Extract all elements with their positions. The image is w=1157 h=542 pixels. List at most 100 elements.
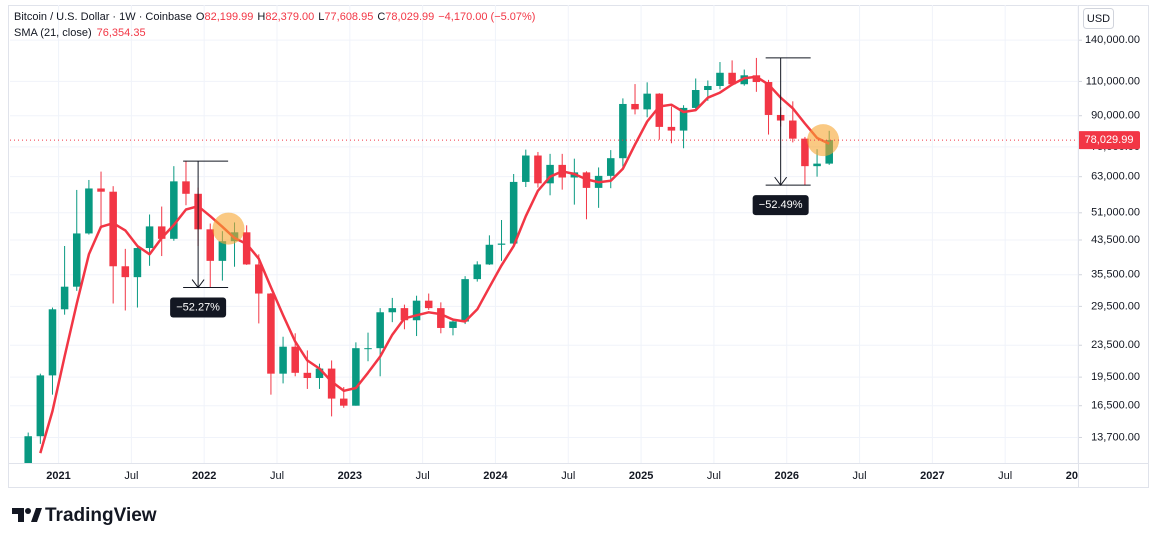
candle-body — [352, 348, 360, 406]
ohlc-label: L — [318, 11, 324, 23]
y-tick-label: 63,000.00 — [1091, 171, 1140, 183]
sma-line — [39, 75, 830, 454]
candle-body — [691, 90, 700, 108]
candle-body — [728, 72, 736, 85]
ohlc-value: 82,199.99 — [204, 11, 253, 23]
candle-body — [303, 372, 312, 379]
indicator-value: 76,354.35 — [97, 27, 146, 39]
x-tick-label: Jul — [998, 470, 1012, 482]
candle-body — [606, 158, 615, 176]
x-tick-label: Jul — [416, 470, 430, 482]
y-tick-label: 16,500.00 — [1091, 400, 1140, 412]
candle-body — [109, 191, 117, 267]
y-tick-label: 43,500.00 — [1091, 234, 1140, 246]
highlight-circle — [212, 212, 245, 245]
candle-body — [121, 266, 130, 278]
y-tick-label: 110,000.00 — [1086, 75, 1140, 87]
x-tick-label: Jul — [707, 470, 721, 482]
candle-body — [801, 138, 809, 167]
candle-body — [339, 398, 348, 406]
candle-body — [315, 368, 324, 379]
candle-body — [291, 346, 299, 373]
candle-body — [449, 321, 457, 328]
ohlc-value: 78,029.99 — [385, 11, 434, 23]
y-tick-label: 140,000.00 — [1085, 34, 1140, 46]
x-tick-label: Jul — [270, 470, 284, 482]
ohlc-value: 77,608.95 — [324, 11, 373, 23]
y-tick-label: 51,000.00 — [1091, 207, 1140, 219]
currency: USD — [1087, 13, 1110, 25]
candle-body — [36, 375, 45, 437]
candle-body — [412, 300, 421, 321]
candle-body — [327, 368, 336, 399]
candle-body — [376, 312, 384, 349]
ohlc-value: 82,379.00 — [265, 11, 314, 23]
candle-body — [485, 244, 494, 265]
measure-label-box — [752, 195, 809, 216]
candle-body — [255, 264, 263, 294]
candle-body — [24, 436, 32, 463]
candle-body — [48, 309, 57, 376]
candle-body — [72, 233, 81, 287]
candle-body — [789, 120, 797, 139]
chart-frame — [8, 5, 1149, 488]
arrow-head — [191, 279, 205, 289]
candle-body — [631, 103, 639, 110]
candle-body — [218, 241, 227, 261]
arrow-head — [774, 176, 788, 186]
candle-body — [679, 107, 688, 131]
x-tick-label: 2022 — [192, 470, 216, 482]
candle-body — [522, 155, 530, 182]
x-axis: 2021 Jul 2022 Jul 2023 Jul 2024 Jul 2025 Jul 2026 J… — [46, 470, 1090, 482]
candle-body — [704, 85, 712, 91]
candle-body — [364, 348, 372, 350]
candle-body — [60, 286, 69, 310]
indicator-legend[interactable]: SMA (21, close) 76,354.35 — [14, 27, 146, 39]
candle-body — [619, 103, 627, 159]
candle-body — [242, 232, 251, 265]
brand-name: TradingView — [45, 505, 157, 526]
x-tick-label: 2024 — [483, 470, 508, 482]
price-label: 78,029.99 — [1085, 134, 1134, 146]
x-tick-label: 2028 — [1066, 470, 1090, 482]
ohlc-label: C — [377, 11, 385, 23]
brand-logo — [12, 508, 42, 522]
x-tick-label: Jul — [853, 470, 867, 482]
y-tick-label: 19,500.00 — [1091, 371, 1140, 383]
candle-body — [97, 188, 105, 192]
candle-body — [546, 164, 554, 184]
candle-body — [509, 181, 518, 244]
y-tick-label: 23,500.00 — [1091, 339, 1140, 351]
candle-body — [437, 308, 445, 328]
x-tick-label: 2025 — [629, 470, 653, 482]
candle-body — [473, 264, 482, 280]
candle-body — [424, 300, 433, 309]
candle-body — [461, 279, 469, 322]
y-tick-label: 13,700.00 — [1091, 431, 1140, 443]
candle-body — [182, 181, 190, 194]
candle-body — [388, 308, 397, 313]
candle-body — [716, 72, 724, 86]
x-tick-label: 2023 — [338, 470, 362, 482]
candle-body — [170, 181, 178, 239]
candle-body — [752, 75, 761, 83]
measure-label-box — [170, 297, 227, 318]
candle-body — [267, 293, 275, 374]
candle-body — [643, 93, 651, 110]
candle-body — [206, 229, 215, 261]
x-tick-label: Jul — [124, 470, 138, 482]
currency-button[interactable] — [1083, 8, 1114, 29]
x-tick-label: 2021 — [46, 470, 70, 482]
y-tick-label: 90,000.00 — [1091, 110, 1140, 122]
candle-body — [740, 75, 749, 85]
candle-body — [145, 226, 154, 249]
ohlc-label: H — [257, 11, 265, 23]
ohlc-label: O — [196, 11, 205, 23]
y-tick-label: 35,500.00 — [1091, 269, 1140, 281]
highlight-circle — [807, 124, 840, 157]
price-label-box — [1078, 131, 1140, 150]
candle-body — [534, 155, 542, 184]
candle-body — [667, 126, 676, 131]
candle-body — [279, 346, 287, 374]
